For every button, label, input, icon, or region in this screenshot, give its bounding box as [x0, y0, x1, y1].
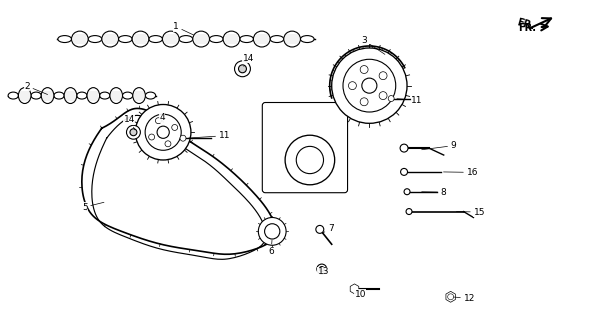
Circle shape: [127, 125, 140, 139]
Circle shape: [400, 168, 407, 175]
Text: 3: 3: [361, 36, 385, 54]
Text: FR.: FR.: [518, 23, 548, 33]
Circle shape: [285, 135, 334, 185]
Circle shape: [157, 126, 169, 138]
Ellipse shape: [77, 92, 87, 99]
Text: 14: 14: [242, 54, 254, 66]
Ellipse shape: [284, 31, 301, 47]
Text: 2: 2: [24, 82, 48, 94]
Text: 15: 15: [456, 208, 485, 217]
Circle shape: [156, 118, 162, 124]
Ellipse shape: [110, 88, 122, 103]
Ellipse shape: [270, 36, 284, 43]
Circle shape: [239, 65, 247, 73]
Circle shape: [362, 78, 377, 93]
Ellipse shape: [122, 92, 133, 99]
Ellipse shape: [146, 92, 156, 99]
Circle shape: [235, 61, 251, 77]
Text: 12: 12: [453, 294, 475, 303]
Ellipse shape: [301, 36, 314, 43]
Ellipse shape: [210, 36, 223, 43]
Text: FR.: FR.: [516, 17, 536, 31]
Ellipse shape: [31, 92, 41, 99]
Text: 6: 6: [268, 240, 274, 256]
Ellipse shape: [163, 31, 179, 47]
Polygon shape: [82, 108, 276, 254]
Circle shape: [349, 82, 356, 90]
Circle shape: [130, 129, 137, 136]
Circle shape: [379, 72, 387, 80]
Ellipse shape: [64, 88, 77, 103]
Ellipse shape: [18, 88, 31, 103]
Text: 14: 14: [124, 115, 135, 130]
Circle shape: [135, 105, 191, 160]
Circle shape: [264, 224, 280, 239]
Text: 8: 8: [422, 188, 447, 197]
Ellipse shape: [102, 31, 119, 47]
Circle shape: [148, 134, 154, 140]
Circle shape: [316, 225, 324, 233]
Ellipse shape: [8, 92, 18, 99]
Ellipse shape: [193, 31, 210, 47]
Circle shape: [448, 294, 454, 300]
Ellipse shape: [58, 36, 71, 43]
Circle shape: [296, 146, 324, 174]
Circle shape: [406, 209, 412, 214]
Ellipse shape: [87, 88, 100, 103]
Text: 7: 7: [323, 224, 333, 233]
Circle shape: [145, 114, 181, 150]
Ellipse shape: [240, 36, 254, 43]
Circle shape: [360, 66, 368, 74]
Circle shape: [388, 96, 394, 101]
Ellipse shape: [132, 31, 149, 47]
Text: 16: 16: [444, 168, 478, 177]
Circle shape: [331, 48, 407, 123]
FancyBboxPatch shape: [263, 102, 347, 193]
Circle shape: [258, 218, 286, 245]
Ellipse shape: [133, 88, 146, 103]
Text: 11: 11: [189, 131, 230, 140]
Ellipse shape: [223, 31, 240, 47]
Text: 9: 9: [422, 141, 456, 150]
Circle shape: [360, 98, 368, 106]
Text: 11: 11: [397, 95, 422, 105]
Text: 10: 10: [355, 289, 369, 299]
Text: 1: 1: [173, 22, 194, 35]
Ellipse shape: [100, 92, 110, 99]
Circle shape: [379, 92, 387, 100]
Text: 13: 13: [318, 267, 329, 276]
Circle shape: [317, 264, 327, 274]
Ellipse shape: [54, 92, 64, 99]
Circle shape: [404, 189, 410, 195]
Ellipse shape: [71, 31, 88, 47]
Ellipse shape: [149, 36, 163, 43]
Ellipse shape: [88, 36, 102, 43]
Text: 4: 4: [159, 113, 165, 122]
Ellipse shape: [254, 31, 270, 47]
Ellipse shape: [119, 36, 132, 43]
Ellipse shape: [41, 88, 54, 103]
Circle shape: [343, 59, 396, 112]
Ellipse shape: [179, 36, 193, 43]
Circle shape: [165, 141, 171, 147]
Text: 5: 5: [82, 202, 104, 212]
Circle shape: [400, 144, 408, 152]
Circle shape: [320, 267, 324, 272]
Circle shape: [172, 124, 178, 131]
Circle shape: [180, 135, 186, 141]
